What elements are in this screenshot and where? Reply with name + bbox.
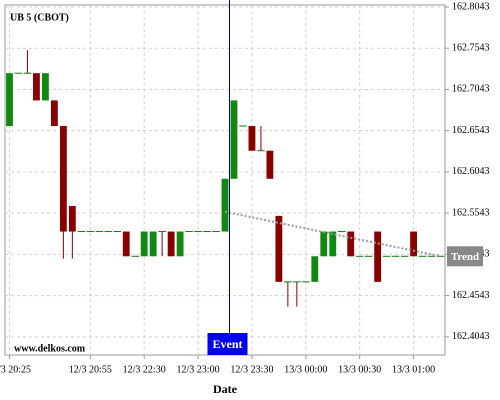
chart-title: UB 5 (CBOT) [10, 12, 69, 23]
x-tick-label: 12/3 23:30 [230, 364, 273, 375]
x-tick-label: 12/3 20:25 [0, 364, 31, 375]
candle-body [320, 231, 328, 257]
x-tick-label: 12/3 23:00 [177, 364, 220, 375]
x-tick-label: 13/3 01:00 [392, 364, 435, 375]
candle-body [275, 215, 283, 282]
candle-body [33, 73, 40, 101]
candle-body [68, 205, 76, 232]
candle-body [329, 231, 337, 257]
event-box [207, 333, 248, 355]
x-tick-label: 12/3 20:55 [69, 364, 112, 375]
candle-body [149, 231, 157, 257]
candle-body [221, 178, 229, 232]
y-tick-label: 162.6543 [452, 125, 490, 136]
y-tick-label: 162.6043 [452, 166, 490, 177]
y-tick-label: 162.5543 [452, 207, 490, 218]
candle-body [410, 231, 417, 257]
candle-body [122, 231, 130, 257]
watermark: www.delkos.com [14, 343, 86, 354]
trend-line [224, 210, 441, 258]
candle-body [248, 125, 256, 151]
trend-box [447, 246, 483, 267]
y-tick-label: 162.7543 [452, 43, 490, 54]
candle-body [41, 73, 49, 101]
x-tick-label: 13/3 00:30 [338, 364, 381, 375]
candle-body [347, 231, 355, 257]
candle-body [230, 100, 238, 179]
x-axis-title: Date [213, 382, 238, 396]
y-tick-label: 162.8043 [452, 1, 490, 12]
event-label: Event [212, 337, 242, 351]
candle-body [176, 231, 184, 257]
trend-label: Trend [451, 251, 479, 263]
candle-body [374, 231, 382, 282]
y-tick-label: 162.4543 [452, 290, 490, 301]
candle-body [59, 125, 67, 232]
candle-body [6, 73, 13, 126]
candle-body [311, 256, 319, 282]
y-tick-label: 162.4043 [452, 331, 490, 342]
x-tick-label: 12/3 22:30 [123, 364, 166, 375]
y-tick-label: 162.7043 [452, 84, 490, 95]
x-tick-label: 13/3 00:00 [284, 364, 327, 375]
candle-body [50, 100, 58, 126]
candle-body [167, 231, 175, 257]
candle-body [140, 231, 148, 257]
candle-body [266, 150, 274, 179]
